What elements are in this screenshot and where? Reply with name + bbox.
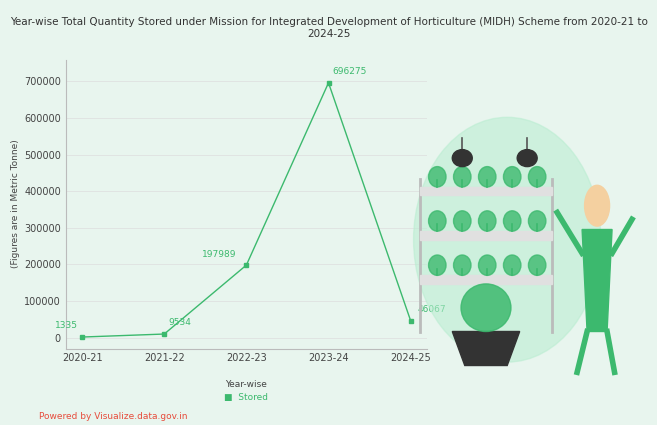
Ellipse shape [517,150,537,167]
Ellipse shape [528,167,546,187]
Polygon shape [420,231,552,240]
Ellipse shape [428,255,446,275]
Ellipse shape [503,211,521,231]
Ellipse shape [478,211,496,231]
Ellipse shape [452,150,472,167]
Ellipse shape [428,167,446,187]
Ellipse shape [585,185,610,226]
Ellipse shape [503,255,521,275]
Text: 696275: 696275 [332,67,367,76]
Ellipse shape [453,167,471,187]
Ellipse shape [528,211,546,231]
Polygon shape [582,230,612,332]
Ellipse shape [478,167,496,187]
Text: Year-wise Total Quantity Stored under Mission for Integrated Development of Hort: Year-wise Total Quantity Stored under Mi… [10,17,647,39]
Ellipse shape [528,255,546,275]
Text: Year-wise: Year-wise [225,380,267,389]
Text: ■  Stored: ■ Stored [225,393,268,402]
Text: 9534: 9534 [168,318,191,327]
Ellipse shape [428,211,446,231]
Text: 46067: 46067 [417,305,446,314]
Ellipse shape [453,211,471,231]
Ellipse shape [503,167,521,187]
Ellipse shape [414,117,600,362]
Text: 197989: 197989 [202,249,237,258]
Polygon shape [420,187,552,196]
Ellipse shape [478,255,496,275]
Text: Powered by Visualize.data.gov.in: Powered by Visualize.data.gov.in [39,412,188,421]
Polygon shape [452,332,520,366]
Ellipse shape [453,255,471,275]
Y-axis label: (Figures are in Metric Tonne): (Figures are in Metric Tonne) [11,140,20,268]
Polygon shape [420,275,552,284]
Text: 1335: 1335 [55,321,78,331]
Ellipse shape [461,284,511,332]
